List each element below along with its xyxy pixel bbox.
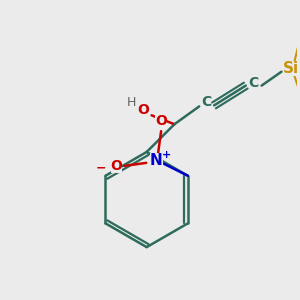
Text: Si: Si [283, 61, 299, 76]
Text: C: C [201, 95, 211, 110]
Text: +: + [161, 150, 171, 160]
Text: O: O [137, 103, 148, 117]
Text: C: C [249, 76, 259, 90]
Text: O: O [155, 114, 167, 128]
Text: N: N [150, 153, 163, 168]
Text: O: O [111, 159, 122, 173]
Text: −: − [95, 161, 106, 174]
Text: H: H [127, 96, 136, 109]
